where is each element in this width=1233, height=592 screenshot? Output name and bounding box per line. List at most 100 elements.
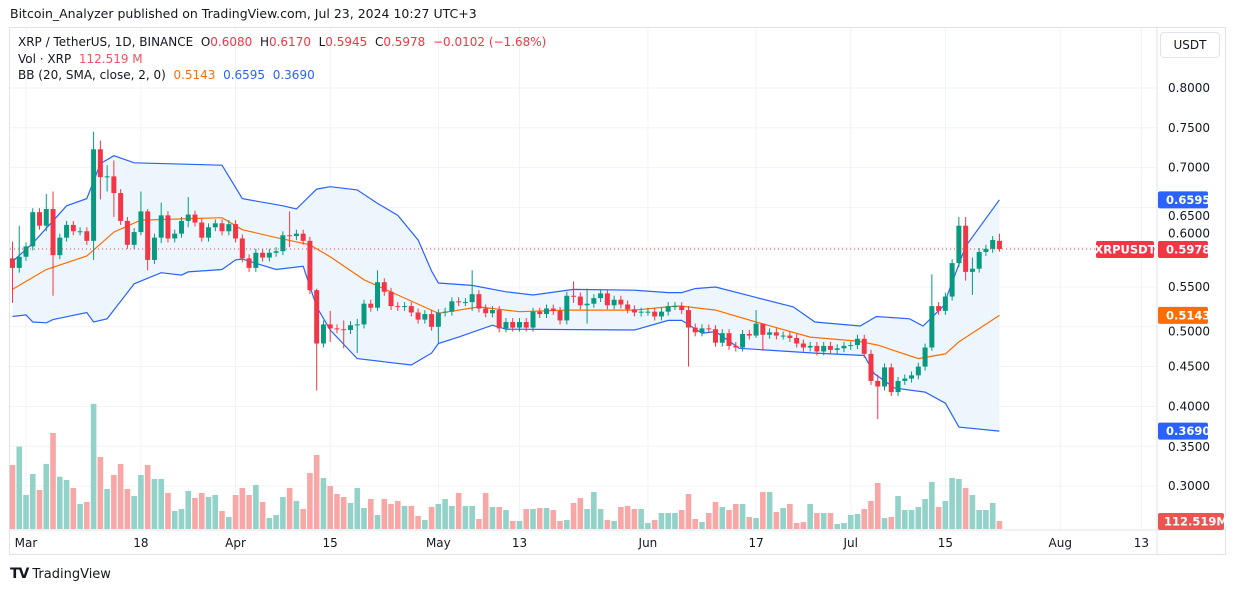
candle-body: [753, 323, 759, 336]
volume-bar: [97, 456, 104, 529]
candle-body: [672, 306, 678, 308]
candle: [97, 140, 103, 200]
candle-body: [354, 324, 360, 326]
candle-body: [976, 251, 982, 269]
candle-body: [780, 335, 786, 337]
volume-bar: [584, 509, 590, 529]
time-axis[interactable]: Mar 18 Apr 15 May 13 Jun 17 Jul 15 Aug 13: [15, 536, 1149, 550]
volume-bar: [395, 500, 401, 529]
volume-bar: [773, 512, 780, 529]
brand-name: TradingView: [32, 566, 111, 582]
bb-row[interactable]: BB (20, SMA, close, 2, 0) 0.5143 0.6595 …: [18, 67, 546, 84]
candle: [124, 216, 130, 249]
volume-bar: [151, 478, 158, 529]
candle-body: [625, 304, 631, 310]
candle-body: [50, 208, 56, 256]
candle-body: [124, 220, 130, 245]
volume-bar: [766, 491, 773, 529]
price-axis[interactable]: 0.8000 0.7500 0.7000 0.6500 0.6000 0.5500 0.50…: [1168, 81, 1210, 493]
candle-body: [496, 310, 502, 329]
volume-bar: [922, 498, 928, 529]
volume-bar: [543, 508, 550, 529]
volume-bar: [983, 510, 989, 529]
candle: [516, 318, 522, 332]
candle-body: [469, 294, 475, 303]
volume-bar: [618, 506, 624, 529]
volume-bar: [624, 505, 631, 529]
candle: [544, 304, 550, 319]
time-tick-label: 15: [323, 536, 338, 550]
candle: [740, 329, 746, 352]
candle-body: [456, 301, 462, 303]
candle: [530, 307, 536, 332]
price-badge-label: 0.5143: [1166, 308, 1210, 322]
candle: [84, 227, 90, 245]
volume-bar: [198, 492, 205, 529]
candle: [963, 216, 969, 281]
volume-bar: [692, 518, 699, 529]
volume-bar: [881, 517, 888, 529]
candle: [800, 339, 806, 352]
candle-body: [523, 322, 529, 328]
candle-body: [685, 310, 691, 328]
volume-bar: [672, 512, 678, 529]
candle-body: [395, 306, 401, 308]
volume-bar: [144, 464, 151, 529]
candle-body: [57, 237, 63, 256]
volume-bars: [9, 403, 1003, 529]
candle: [510, 318, 516, 332]
candle-body: [104, 176, 110, 178]
candle-body: [733, 345, 739, 348]
candle-body: [158, 215, 164, 238]
candle-body: [969, 268, 975, 272]
candle-body: [699, 328, 705, 333]
candle-body: [219, 223, 225, 232]
candle: [341, 320, 347, 349]
candle: [503, 318, 509, 333]
candle: [658, 307, 664, 321]
symbol-row[interactable]: XRP / TetherUS, 1D, BINANCE O0.6080 H0.6…: [18, 34, 546, 51]
open-value: 0.6080: [210, 35, 253, 49]
candle-body: [185, 214, 191, 221]
candle: [408, 302, 414, 317]
candle: [219, 219, 225, 236]
volume-bar: [138, 474, 144, 529]
volume-bar: [841, 523, 847, 529]
candle-body: [882, 367, 888, 387]
symbol-price-badge: XRPUSDT 0.5978: [1094, 241, 1210, 258]
candle-body: [942, 296, 948, 311]
candle: [91, 131, 97, 260]
candle-body: [584, 303, 590, 306]
candle: [273, 247, 279, 257]
volume-bar: [482, 492, 489, 529]
volume-bar: [16, 446, 23, 529]
candle: [37, 208, 43, 230]
candle: [314, 288, 320, 391]
candle-body: [537, 311, 543, 315]
time-tick-label: Aug: [1049, 536, 1072, 550]
candle-body: [462, 302, 468, 304]
volume-bar: [645, 523, 651, 529]
volume-bar: [847, 514, 854, 529]
candle: [794, 333, 800, 348]
candle-body: [408, 306, 414, 313]
symbol-name[interactable]: XRP / TetherUS, 1D, BINANCE: [18, 35, 194, 49]
candle-body: [760, 323, 766, 335]
price-badge: 0.3690: [1158, 422, 1210, 440]
candle: [719, 329, 725, 347]
candle-body: [16, 256, 22, 268]
candle-body: [368, 303, 374, 308]
volume-row[interactable]: Vol · XRP 112.519 M: [18, 51, 546, 68]
candle: [814, 341, 820, 356]
candle-body: [253, 252, 259, 268]
currency-selector[interactable]: USDT: [1160, 32, 1220, 58]
volume-bar: [780, 508, 786, 529]
candle-body: [990, 240, 996, 249]
candle: [145, 208, 151, 271]
tradingview-logo[interactable]: TV TradingView: [10, 566, 111, 582]
volume-bar: [496, 506, 502, 529]
candle: [354, 318, 360, 354]
bollinger-bands: [12, 155, 1000, 432]
candle: [665, 302, 671, 316]
